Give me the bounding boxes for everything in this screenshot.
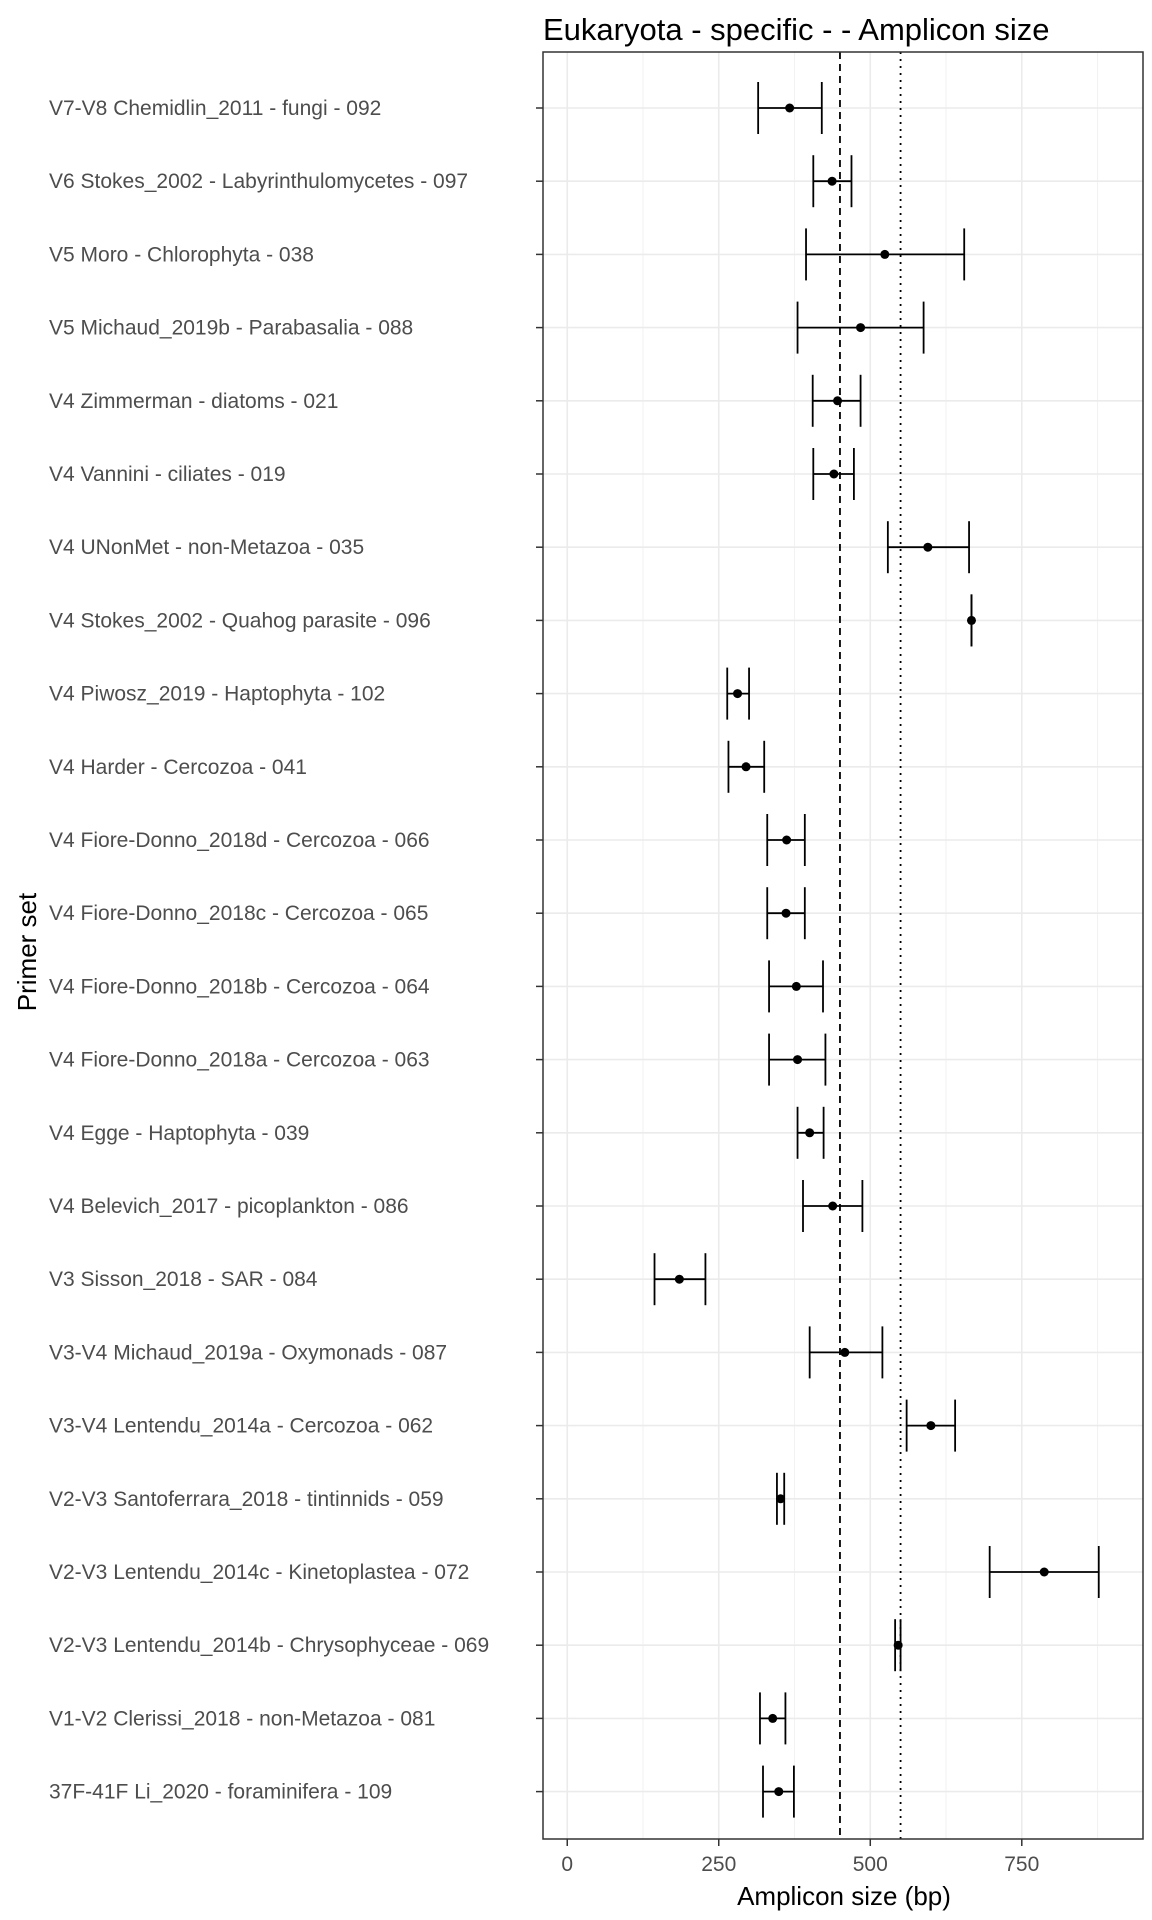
- mean-point: [781, 908, 791, 918]
- mean-point: [893, 1640, 903, 1650]
- mean-point: [805, 1128, 815, 1138]
- errorbar-group: [796, 1106, 825, 1159]
- y-tick-label: 37F-41F Li_2020 - foraminifera - 109: [49, 1781, 392, 1804]
- grid-layer: [543, 52, 1143, 1839]
- y-tick-label: V3-V4 Lentendu_2014a - Cercozoa - 062: [49, 1415, 433, 1438]
- errorbar-group: [766, 887, 806, 940]
- mean-point: [774, 1787, 784, 1797]
- y-tick-label: V1-V2 Clerissi_2018 - non-Metazoa - 081: [49, 1707, 435, 1730]
- errorbar-group: [796, 301, 925, 354]
- x-axis-title: Amplicon size (bp): [737, 1881, 951, 1911]
- x-tick-label: 500: [853, 1853, 888, 1876]
- errorbar-group: [805, 228, 966, 281]
- mean-point: [1039, 1567, 1049, 1577]
- errorbar-group: [776, 1472, 786, 1525]
- y-tick-label: V2-V3 Santoferrara_2018 - tintinnids - 0…: [49, 1488, 444, 1511]
- mean-point: [791, 981, 801, 991]
- errorbar-group: [653, 1253, 707, 1306]
- mean-point: [793, 1055, 803, 1065]
- y-tick-label: V2-V3 Lentendu_2014c - Kinetoplastea - 0…: [49, 1561, 469, 1584]
- errorbar-group: [726, 667, 750, 720]
- mean-point: [733, 689, 743, 699]
- errorbar-group: [966, 594, 976, 647]
- y-axis: V7-V8 Chemidlin_2011 - fungi - 092 V6 Sto…: [49, 97, 543, 1804]
- mean-point: [833, 396, 843, 406]
- y-tick-label: V4 UNonMet - non-Metazoa - 035: [49, 536, 364, 559]
- panel-border: [542, 51, 1144, 1840]
- mean-point: [828, 1201, 838, 1211]
- y-tick-label: V4 Belevich_2017 - picoplankton - 086: [49, 1195, 409, 1218]
- x-tick-label: 250: [701, 1853, 736, 1876]
- y-tick-label: V6 Stokes_2002 - Labyrinthulomycetes - 0…: [49, 170, 468, 193]
- errorbar-series: [653, 82, 1100, 1818]
- y-tick-label: V2-V3 Lentendu_2014b - Chrysophyceae - 0…: [49, 1634, 489, 1657]
- y-tick-label: V4 Zimmerman - diatoms - 021: [49, 390, 338, 413]
- y-tick-label: V4 Vannini - ciliates - 019: [49, 463, 286, 486]
- mean-point: [880, 249, 890, 259]
- chart-title: Eukaryota - specific - - Amplicon size: [543, 12, 1050, 47]
- errorbar-group: [757, 82, 823, 134]
- errorbar-group: [812, 155, 853, 208]
- mean-point: [674, 1274, 684, 1284]
- y-tick-label: V4 Fiore-Donno_2018c - Cercozoa - 065: [49, 902, 428, 925]
- y-tick-label: V7-V8 Chemidlin_2011 - fungi - 092: [49, 97, 381, 120]
- y-tick-label: V4 Harder - Cercozoa - 041: [49, 756, 307, 779]
- y-tick-label: V4 Egge - Haptophyta - 039: [49, 1122, 309, 1145]
- mean-point: [856, 323, 866, 333]
- mean-point: [768, 1713, 778, 1723]
- y-tick-label: V4 Fiore-Donno_2018a - Cercozoa - 063: [49, 1049, 430, 1072]
- panel-background: [543, 52, 1143, 1839]
- y-axis-title: Primer set: [12, 892, 42, 1011]
- y-tick-label: V5 Michaud_2019b - Parabasalia - 088: [49, 317, 413, 340]
- reference-lines: [839, 52, 902, 1839]
- mean-point: [741, 762, 751, 772]
- mean-point: [829, 469, 839, 479]
- errorbar-group: [808, 1326, 884, 1379]
- y-tick-label: V4 Fiore-Donno_2018d - Cercozoa - 066: [49, 829, 430, 852]
- x-tick-label: 0: [561, 1853, 573, 1876]
- errorbar-group: [766, 814, 806, 866]
- y-tick-label: V4 Stokes_2002 - Quahog parasite - 096: [49, 609, 431, 632]
- x-axis: 0 250 500 750: [561, 1839, 1039, 1876]
- errorbar-group: [886, 521, 970, 574]
- errorbar-group: [727, 740, 766, 793]
- errorbar-group: [988, 1546, 1100, 1598]
- errorbar-group: [768, 1033, 827, 1086]
- errorbar-group: [802, 1180, 864, 1232]
- y-tick-label: V3-V4 Michaud_2019a - Oxymonads - 087: [49, 1341, 447, 1364]
- errorbar-group: [762, 1765, 795, 1818]
- errorbar-group: [812, 448, 855, 500]
- errorbar-group: [811, 374, 862, 427]
- errorbar-group: [893, 1619, 903, 1672]
- mean-point: [782, 835, 792, 845]
- errorbar-group: [905, 1399, 957, 1452]
- mean-point: [827, 176, 837, 186]
- mean-point: [785, 103, 795, 113]
- mean-point: [966, 615, 976, 625]
- errorbar-group: [759, 1692, 787, 1745]
- mean-point: [926, 1421, 936, 1431]
- mean-point: [776, 1494, 786, 1504]
- y-tick-label: V3 Sisson_2018 - SAR - 084: [49, 1268, 318, 1291]
- mean-point: [923, 542, 933, 552]
- y-tick-label: V5 Moro - Chlorophyta - 038: [49, 243, 314, 266]
- mean-point: [840, 1347, 850, 1357]
- errorbar-group: [768, 960, 824, 1013]
- y-tick-label: V4 Piwosz_2019 - Haptophyta - 102: [49, 683, 385, 706]
- x-tick-label: 750: [1004, 1853, 1039, 1876]
- y-tick-label: V4 Fiore-Donno_2018b - Cercozoa - 064: [49, 975, 430, 998]
